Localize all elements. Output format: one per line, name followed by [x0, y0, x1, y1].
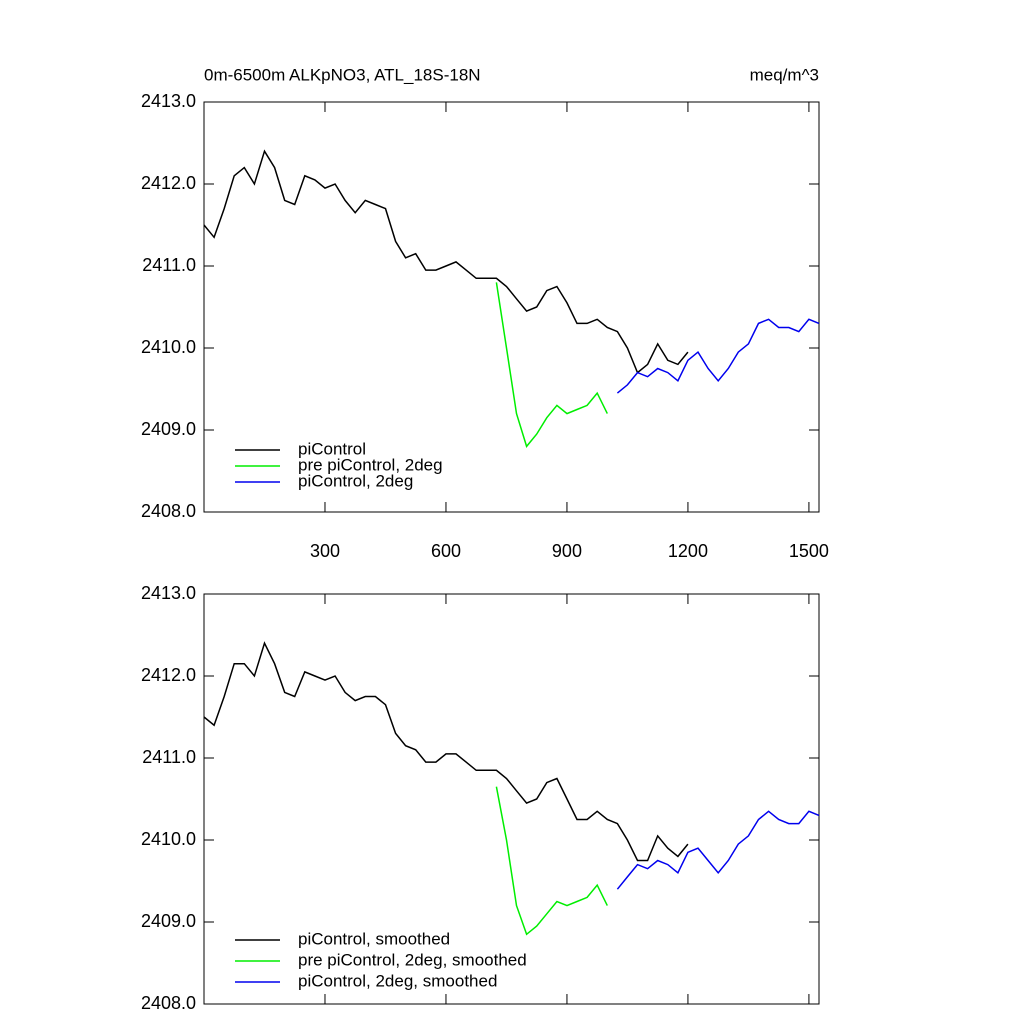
data-line [616, 810, 820, 890]
legend-label: pre piControl, 2deg [298, 455, 443, 474]
data-line [203, 641, 689, 862]
y-tick-label: 2413.0 [141, 91, 196, 111]
x-tick-label: 1200 [668, 541, 708, 561]
data-line [203, 149, 689, 374]
units-label: meq/m^3 [750, 65, 819, 84]
x-tick-label: 1500 [789, 541, 829, 561]
y-tick-label: 2410.0 [141, 829, 196, 849]
legend-label: piControl [298, 439, 366, 458]
y-tick-label: 2408.0 [141, 501, 196, 521]
data-line [495, 282, 608, 448]
data-line [616, 318, 820, 394]
legend-label: pre piControl, 2deg, smoothed [298, 950, 527, 969]
x-tick-label: 900 [552, 541, 582, 561]
legend-label: piControl, 2deg, smoothed [298, 971, 497, 990]
x-tick-label: 600 [431, 541, 461, 561]
y-tick-label: 2413.0 [141, 583, 196, 603]
legend-label: piControl, 2deg [298, 471, 413, 490]
y-tick-label: 2410.0 [141, 337, 196, 357]
y-tick-label: 2409.0 [141, 911, 196, 931]
data-line [495, 786, 608, 936]
y-tick-label: 2412.0 [141, 665, 196, 685]
y-tick-label: 2408.0 [141, 993, 196, 1013]
plot-frame [203, 593, 820, 1005]
plot-frame [203, 101, 820, 513]
chart-title: 0m-6500m ALKpNO3, ATL_18S-18N [204, 65, 481, 84]
y-tick-label: 2411.0 [142, 747, 196, 767]
legend-label: piControl, smoothed [298, 929, 450, 948]
x-tick-label: 300 [310, 541, 340, 561]
y-tick-label: 2412.0 [141, 173, 196, 193]
y-tick-label: 2409.0 [141, 419, 196, 439]
y-tick-label: 2411.0 [142, 255, 196, 275]
